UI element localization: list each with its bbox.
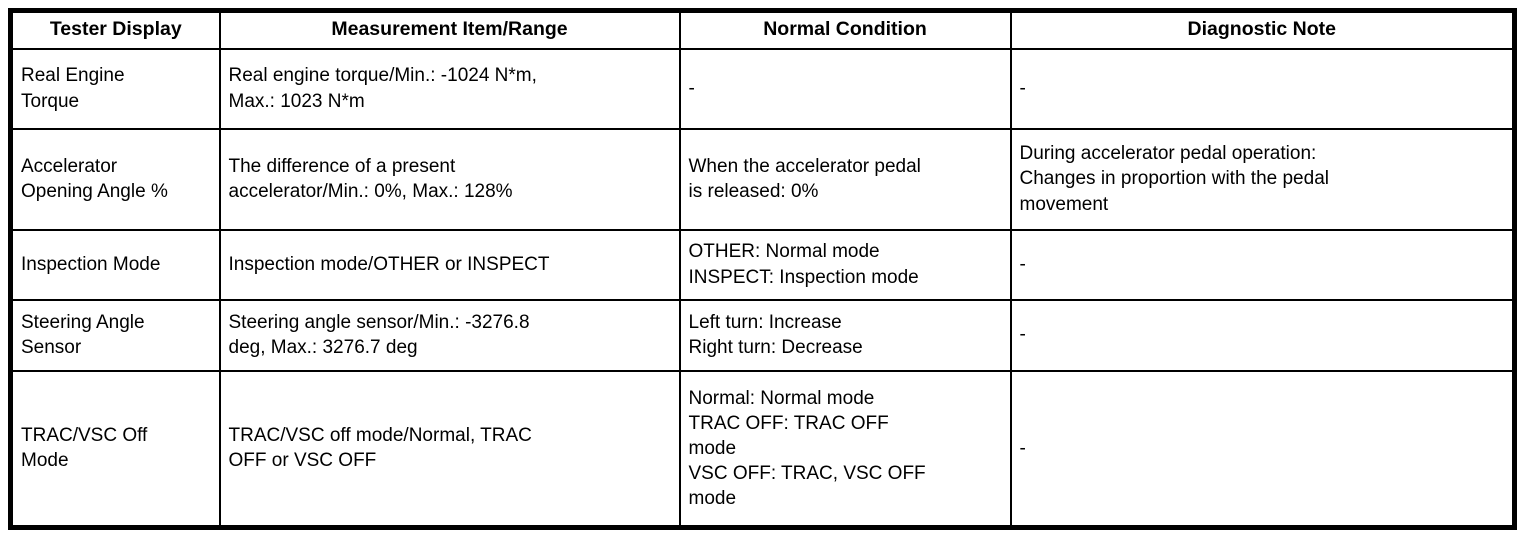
column-header-measurement-item-range: Measurement Item/Range bbox=[218, 9, 681, 50]
cell-tester-display: Steering Angle Sensor bbox=[9, 298, 221, 372]
table-row-steering-angle-sensor: Steering Angle Sensor Steering angle sen… bbox=[9, 298, 1516, 372]
table-row-trac-vsc-off-mode: TRAC/VSC Off Mode TRAC/VSC off mode/Norm… bbox=[9, 369, 1516, 529]
cell-measurement-item-range: Inspection mode/OTHER or INSPECT bbox=[218, 228, 681, 301]
cell-tester-display: Real Engine Torque bbox=[9, 47, 221, 130]
cell-diagnostic-note: - bbox=[1009, 369, 1516, 529]
cell-diagnostic-note: During accelerator pedal operation: Chan… bbox=[1009, 127, 1516, 231]
column-header-diagnostic-note: Diagnostic Note bbox=[1009, 9, 1516, 50]
cell-diagnostic-note: - bbox=[1009, 47, 1516, 130]
cell-diagnostic-note: - bbox=[1009, 228, 1516, 301]
cell-measurement-item-range: Real engine torque/Min.: -1024 N*m, Max.… bbox=[218, 47, 681, 130]
cell-measurement-item-range: Steering angle sensor/Min.: -3276.8 deg,… bbox=[218, 298, 681, 372]
cell-tester-display: Inspection Mode bbox=[9, 228, 221, 301]
header-row: Tester Display Measurement Item/Range No… bbox=[9, 9, 1516, 50]
cell-diagnostic-note: - bbox=[1009, 298, 1516, 372]
cell-normal-condition: When the accelerator pedal is released: … bbox=[678, 127, 1012, 231]
cell-normal-condition: - bbox=[678, 47, 1012, 130]
table-row-accelerator-opening-angle: Accelerator Opening Angle % The differen… bbox=[9, 127, 1516, 231]
cell-normal-condition: Normal: Normal mode TRAC OFF: TRAC OFF m… bbox=[678, 369, 1012, 529]
cell-normal-condition: OTHER: Normal mode INSPECT: Inspection m… bbox=[678, 228, 1012, 301]
cell-normal-condition: Left turn: Increase Right turn: Decrease bbox=[678, 298, 1012, 372]
cell-tester-display: TRAC/VSC Off Mode bbox=[9, 369, 221, 529]
column-header-tester-display: Tester Display bbox=[9, 9, 221, 50]
diagnostic-data-table: Tester Display Measurement Item/Range No… bbox=[8, 8, 1517, 530]
column-header-normal-condition: Normal Condition bbox=[678, 9, 1012, 50]
cell-tester-display: Accelerator Opening Angle % bbox=[9, 127, 221, 231]
table-row-real-engine-torque: Real Engine Torque Real engine torque/Mi… bbox=[9, 47, 1516, 130]
table-row-inspection-mode: Inspection Mode Inspection mode/OTHER or… bbox=[9, 228, 1516, 301]
cell-measurement-item-range: The difference of a present accelerator/… bbox=[218, 127, 681, 231]
cell-measurement-item-range: TRAC/VSC off mode/Normal, TRAC OFF or VS… bbox=[218, 369, 681, 529]
